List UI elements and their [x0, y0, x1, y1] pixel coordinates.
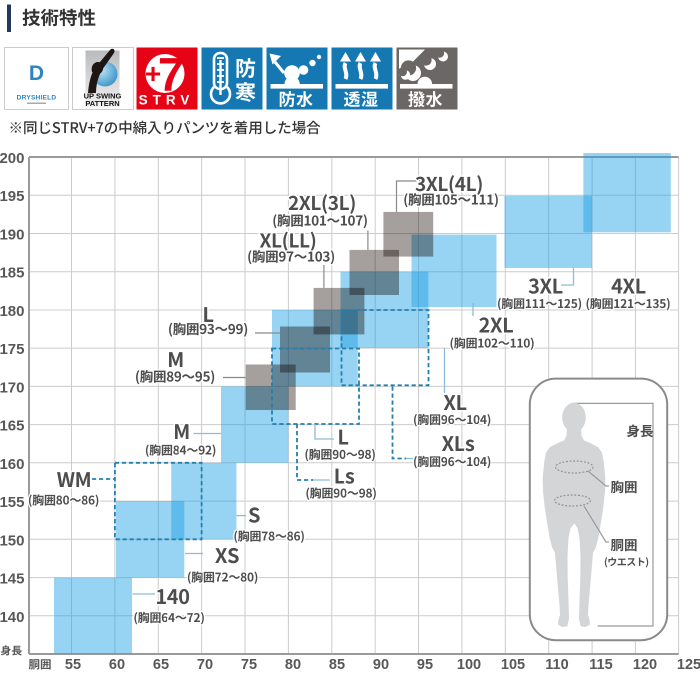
svg-text:120: 120	[633, 657, 657, 673]
svg-text:145: 145	[0, 571, 25, 588]
svg-text:105: 105	[501, 657, 525, 673]
svg-text:140: 140	[0, 609, 25, 626]
svg-text:185: 185	[0, 265, 25, 282]
svg-text:STRV: STRV	[139, 93, 195, 108]
svg-text:65: 65	[153, 657, 169, 673]
svg-text:150: 150	[0, 532, 25, 549]
svg-text:170: 170	[0, 379, 25, 396]
svg-text:195: 195	[0, 188, 25, 205]
svg-text:85: 85	[329, 657, 345, 673]
svg-text:70: 70	[197, 657, 213, 673]
svg-text:80: 80	[285, 657, 301, 673]
svg-text:7: 7	[158, 48, 184, 101]
svg-text:180: 180	[0, 303, 25, 320]
svg-text:55: 55	[65, 657, 81, 673]
svg-text:125: 125	[677, 657, 700, 673]
svg-text:165: 165	[0, 418, 25, 435]
svg-text:160: 160	[0, 456, 25, 473]
svg-text:110: 110	[545, 657, 568, 673]
svg-text:155: 155	[0, 494, 25, 511]
svg-text:200: 200	[0, 150, 25, 167]
svg-text:PATTERN: PATTERN	[85, 99, 119, 108]
svg-text:115: 115	[589, 657, 612, 673]
svg-text:UP SWING: UP SWING	[84, 92, 122, 101]
svg-text:90: 90	[373, 657, 389, 673]
svg-text:190: 190	[0, 227, 25, 244]
svg-text:D: D	[29, 62, 44, 85]
svg-text:60: 60	[109, 657, 125, 673]
svg-text:+: +	[145, 58, 161, 89]
svg-text:95: 95	[417, 657, 433, 673]
svg-text:75: 75	[241, 657, 257, 673]
svg-text:175: 175	[0, 341, 25, 358]
svg-text:DRYSHIELD: DRYSHIELD	[17, 95, 57, 102]
svg-text:100: 100	[457, 657, 481, 673]
